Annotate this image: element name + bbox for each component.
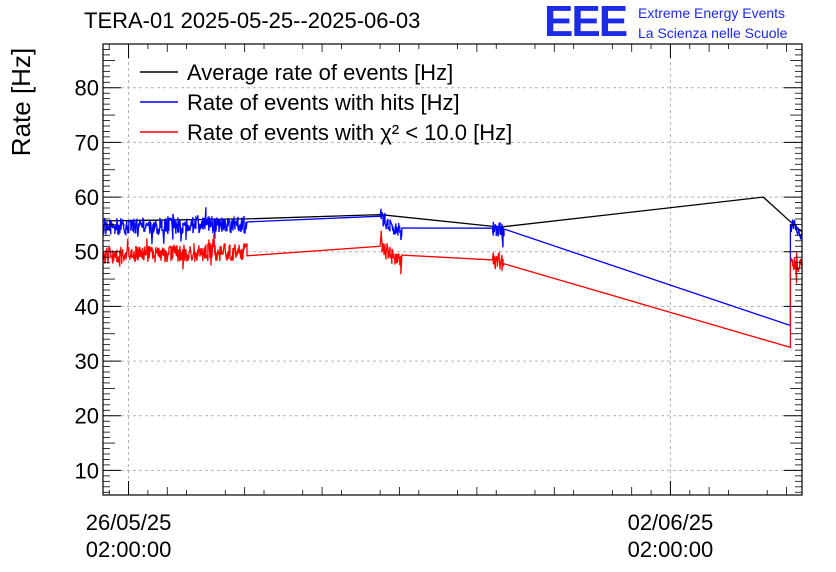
series-line-2 [103,230,802,349]
plot-frame [102,43,803,496]
x-tick-label-date: 26/05/25 [86,510,172,535]
legend-label-2: Rate of events with χ² < 10.0 [Hz] [187,120,512,145]
x-tick-label-time: 02:00:00 [86,537,172,562]
series-line-1 [103,207,802,327]
y-tick-label: 70 [75,130,99,155]
logo-text-line1: Extreme Energy Events [638,5,786,21]
series-group [103,196,802,349]
y-tick-label: 20 [75,404,99,429]
y-tick-label: 60 [75,185,99,210]
legend-label-0: Average rate of events [Hz] [187,60,453,85]
eee-logo: EEE Extreme Energy Events La Scienza nel… [544,0,834,46]
y-tick-label: 40 [75,294,99,319]
legend-label-1: Rate of events with hits [Hz] [187,90,460,115]
y-tick-label: 30 [75,349,99,374]
y-axis-label: Rate [Hz] [6,48,36,156]
x-tick-label-date: 02/06/25 [628,510,714,535]
y-tick-label: 10 [75,458,99,483]
chart-title: TERA-01 2025-05-25--2025-06-03 [84,8,421,33]
logo-mark: EEE [544,0,628,46]
logo-text-line2: La Scienza nelle Scuole [638,25,788,41]
legend: Average rate of events [Hz] Rate of event… [140,60,512,145]
axis-ticks: 102030405060708026/05/2502:00:0002/06/25… [75,44,802,562]
y-tick-label: 80 [75,76,99,101]
y-tick-label: 50 [75,240,99,265]
x-tick-label-time: 02:00:00 [628,537,714,562]
